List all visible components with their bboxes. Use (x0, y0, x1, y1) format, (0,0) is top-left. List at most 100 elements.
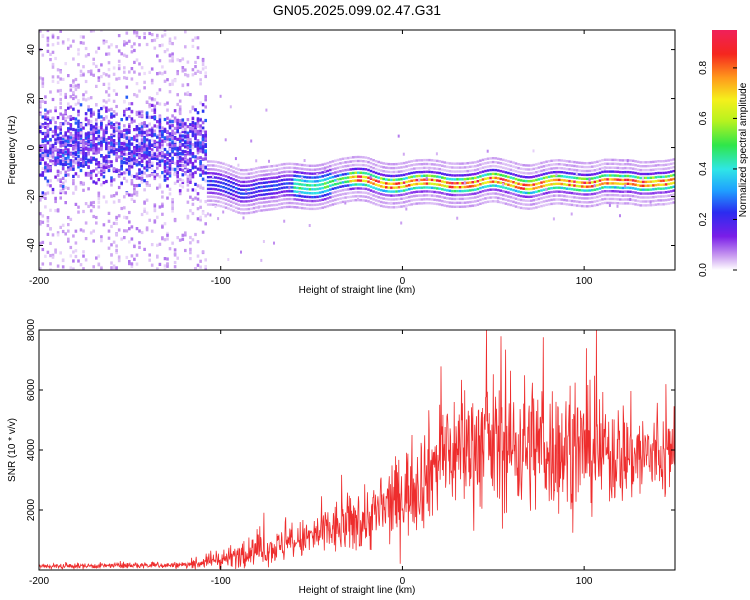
heatmap-cell (166, 116, 169, 120)
heatmap-cell (644, 172, 648, 176)
heatmap-cell (212, 195, 215, 199)
heatmap-cell (59, 162, 62, 166)
heatmap-cell (438, 203, 441, 206)
snr-y-tick-label: 8000 (26, 318, 37, 341)
heatmap-cell (214, 164, 218, 167)
heatmap-cell (537, 166, 541, 169)
heatmap-cell (448, 197, 452, 200)
heatmap-cell (156, 148, 159, 152)
heatmap-cell (514, 193, 518, 196)
heatmap-cell (326, 161, 330, 165)
heatmap-cell (634, 183, 637, 186)
heatmap-cell (145, 226, 149, 230)
heatmap-cell (461, 193, 464, 197)
heatmap-cell (479, 190, 482, 194)
heatmap-cell (456, 186, 459, 189)
heatmap-cell (92, 239, 95, 243)
heatmap-cell (354, 179, 358, 182)
heatmap-cell (341, 173, 345, 176)
heatmap-cell (593, 200, 597, 203)
heatmap-cell (456, 216, 459, 220)
heatmap-cell (77, 163, 80, 167)
heatmap-cell (133, 128, 136, 132)
heatmap-cell (295, 167, 299, 170)
heatmap-cell (125, 107, 129, 111)
heatmap-cell (527, 164, 530, 167)
heatmap-cell (39, 130, 42, 134)
heatmap-cell (448, 162, 452, 165)
heatmap-cell (458, 201, 462, 204)
heatmap-cell (158, 205, 162, 209)
heatmap-cell (652, 180, 655, 183)
heatmap-cell (552, 217, 555, 221)
heatmap-cell (117, 214, 121, 218)
heatmap-cell (125, 138, 129, 142)
heatmap-cell (133, 93, 136, 97)
heatmap-cell (374, 187, 378, 190)
heatmap-cell (250, 184, 253, 187)
heatmap-cell (176, 167, 179, 171)
heatmap-cell (598, 163, 602, 167)
heatmap-cell (489, 180, 492, 184)
heatmap-cell (463, 201, 467, 204)
heatmap-cell (245, 200, 248, 203)
heatmap-cell (552, 178, 556, 182)
heatmap-cell (97, 200, 101, 205)
heatmap-cell (158, 175, 162, 179)
heatmap-cell (519, 206, 523, 210)
heatmap-cell (176, 72, 179, 76)
heatmap-cell (428, 167, 431, 171)
heatmap-cell (418, 198, 421, 201)
heatmap-cell (199, 164, 202, 168)
heatmap-cell (51, 145, 55, 150)
heatmap-cell (110, 121, 113, 125)
heatmap-cell (357, 163, 360, 167)
heatmap-cell (112, 89, 116, 93)
colorbar-tick-label: 0.0 (698, 263, 709, 277)
heatmap-cell (51, 50, 55, 54)
heatmap-cell (496, 185, 500, 188)
heatmap-cell (573, 176, 576, 179)
heatmap-cell (608, 197, 612, 201)
heatmap-cell (308, 184, 312, 187)
heatmap-cell (161, 171, 164, 175)
heatmap-cell (499, 177, 503, 181)
heatmap-cell (74, 140, 78, 144)
heatmap-cell (479, 186, 482, 190)
heatmap-cell (649, 160, 653, 164)
heatmap-cell (318, 179, 322, 182)
heatmap-cell (217, 165, 220, 168)
heatmap-cell (517, 206, 520, 209)
snr-x-tick-label: -100 (211, 576, 231, 587)
heatmap-cell (153, 139, 157, 143)
heatmap-cell (667, 159, 670, 162)
heatmap-cell (133, 190, 136, 194)
heatmap-cell (138, 183, 141, 187)
heatmap-cell (542, 165, 546, 168)
heatmap-cell (290, 186, 294, 189)
heatmap-cell (306, 180, 309, 183)
heatmap-cell (621, 159, 625, 162)
heatmap-cell (624, 170, 627, 174)
heatmap-cell (97, 112, 101, 116)
heatmap-cell (135, 176, 139, 180)
heatmap-cell (156, 35, 159, 39)
heatmap-cell (608, 203, 611, 207)
heatmap-cell (189, 235, 192, 240)
heatmap-cell (626, 198, 630, 201)
heatmap-cell (250, 203, 253, 206)
heatmap-cell (400, 166, 403, 169)
heatmap-cell (77, 259, 80, 263)
heatmap-cell (377, 188, 380, 191)
heatmap-cell (448, 173, 452, 177)
heatmap-cell (77, 154, 80, 158)
heatmap-cell (120, 118, 123, 122)
heatmap-cell (468, 185, 472, 188)
heatmap-cell (54, 162, 57, 166)
heatmap-cell (527, 176, 530, 179)
heatmap-cell (59, 97, 62, 102)
heatmap-cell (486, 196, 490, 200)
heatmap-cell (316, 187, 319, 191)
heatmap-cell (260, 209, 263, 212)
heatmap-cell (512, 173, 515, 176)
